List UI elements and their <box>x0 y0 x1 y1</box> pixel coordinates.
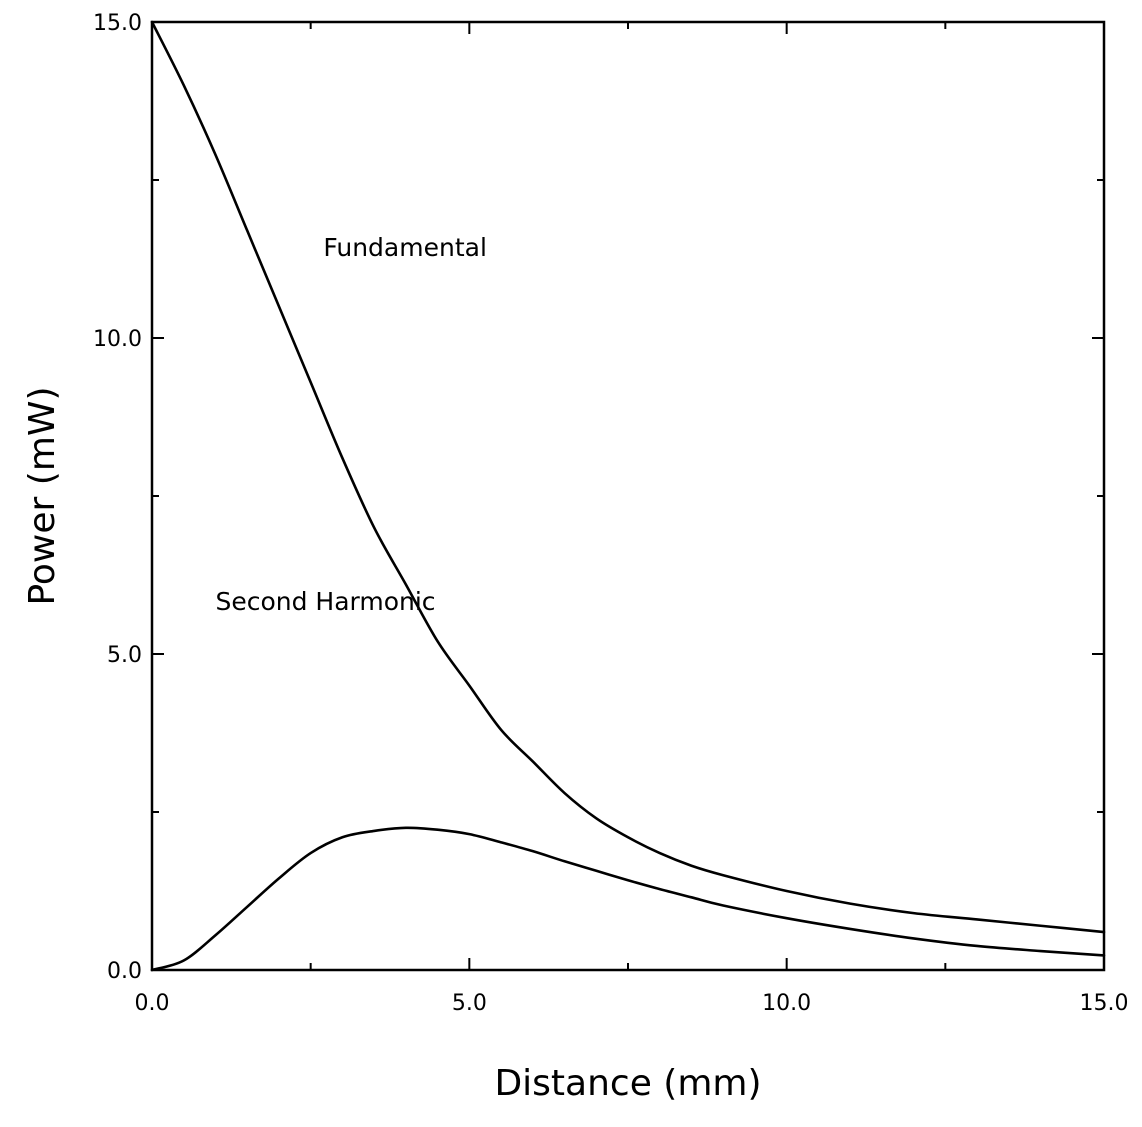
annotation-fundamental: Fundamental <box>323 233 487 262</box>
axis-ticks <box>151 21 1105 971</box>
x-tick-label: 15.0 <box>1080 991 1129 1016</box>
annotation-second-harmonic: Second Harmonic <box>215 587 435 616</box>
plot-frame <box>150 20 1106 972</box>
x-tick-label: 0.0 <box>135 991 170 1016</box>
y-axis-title: Power (mW) <box>22 386 63 605</box>
y-tick-label: 15.0 <box>93 11 142 36</box>
y-tick-label: 0.0 <box>107 959 142 984</box>
x-axis-title: Distance (mm) <box>494 1063 761 1104</box>
axis-tick-labels: 0.0 5.0 10.0 15.0 0.0 5.0 10.0 15.0 <box>93 11 1128 1016</box>
x-tick-label: 5.0 <box>452 991 487 1016</box>
y-tick-label: 5.0 <box>107 643 142 668</box>
series-line-fundamental <box>150 20 1106 934</box>
plot-series-group <box>150 20 1106 972</box>
x-tick-label: 10.0 <box>762 991 811 1016</box>
y-tick-label: 10.0 <box>93 327 142 352</box>
series-line-second-harmonic <box>150 826 1106 972</box>
chart-annotations: Fundamental Second Harmonic <box>215 233 486 616</box>
